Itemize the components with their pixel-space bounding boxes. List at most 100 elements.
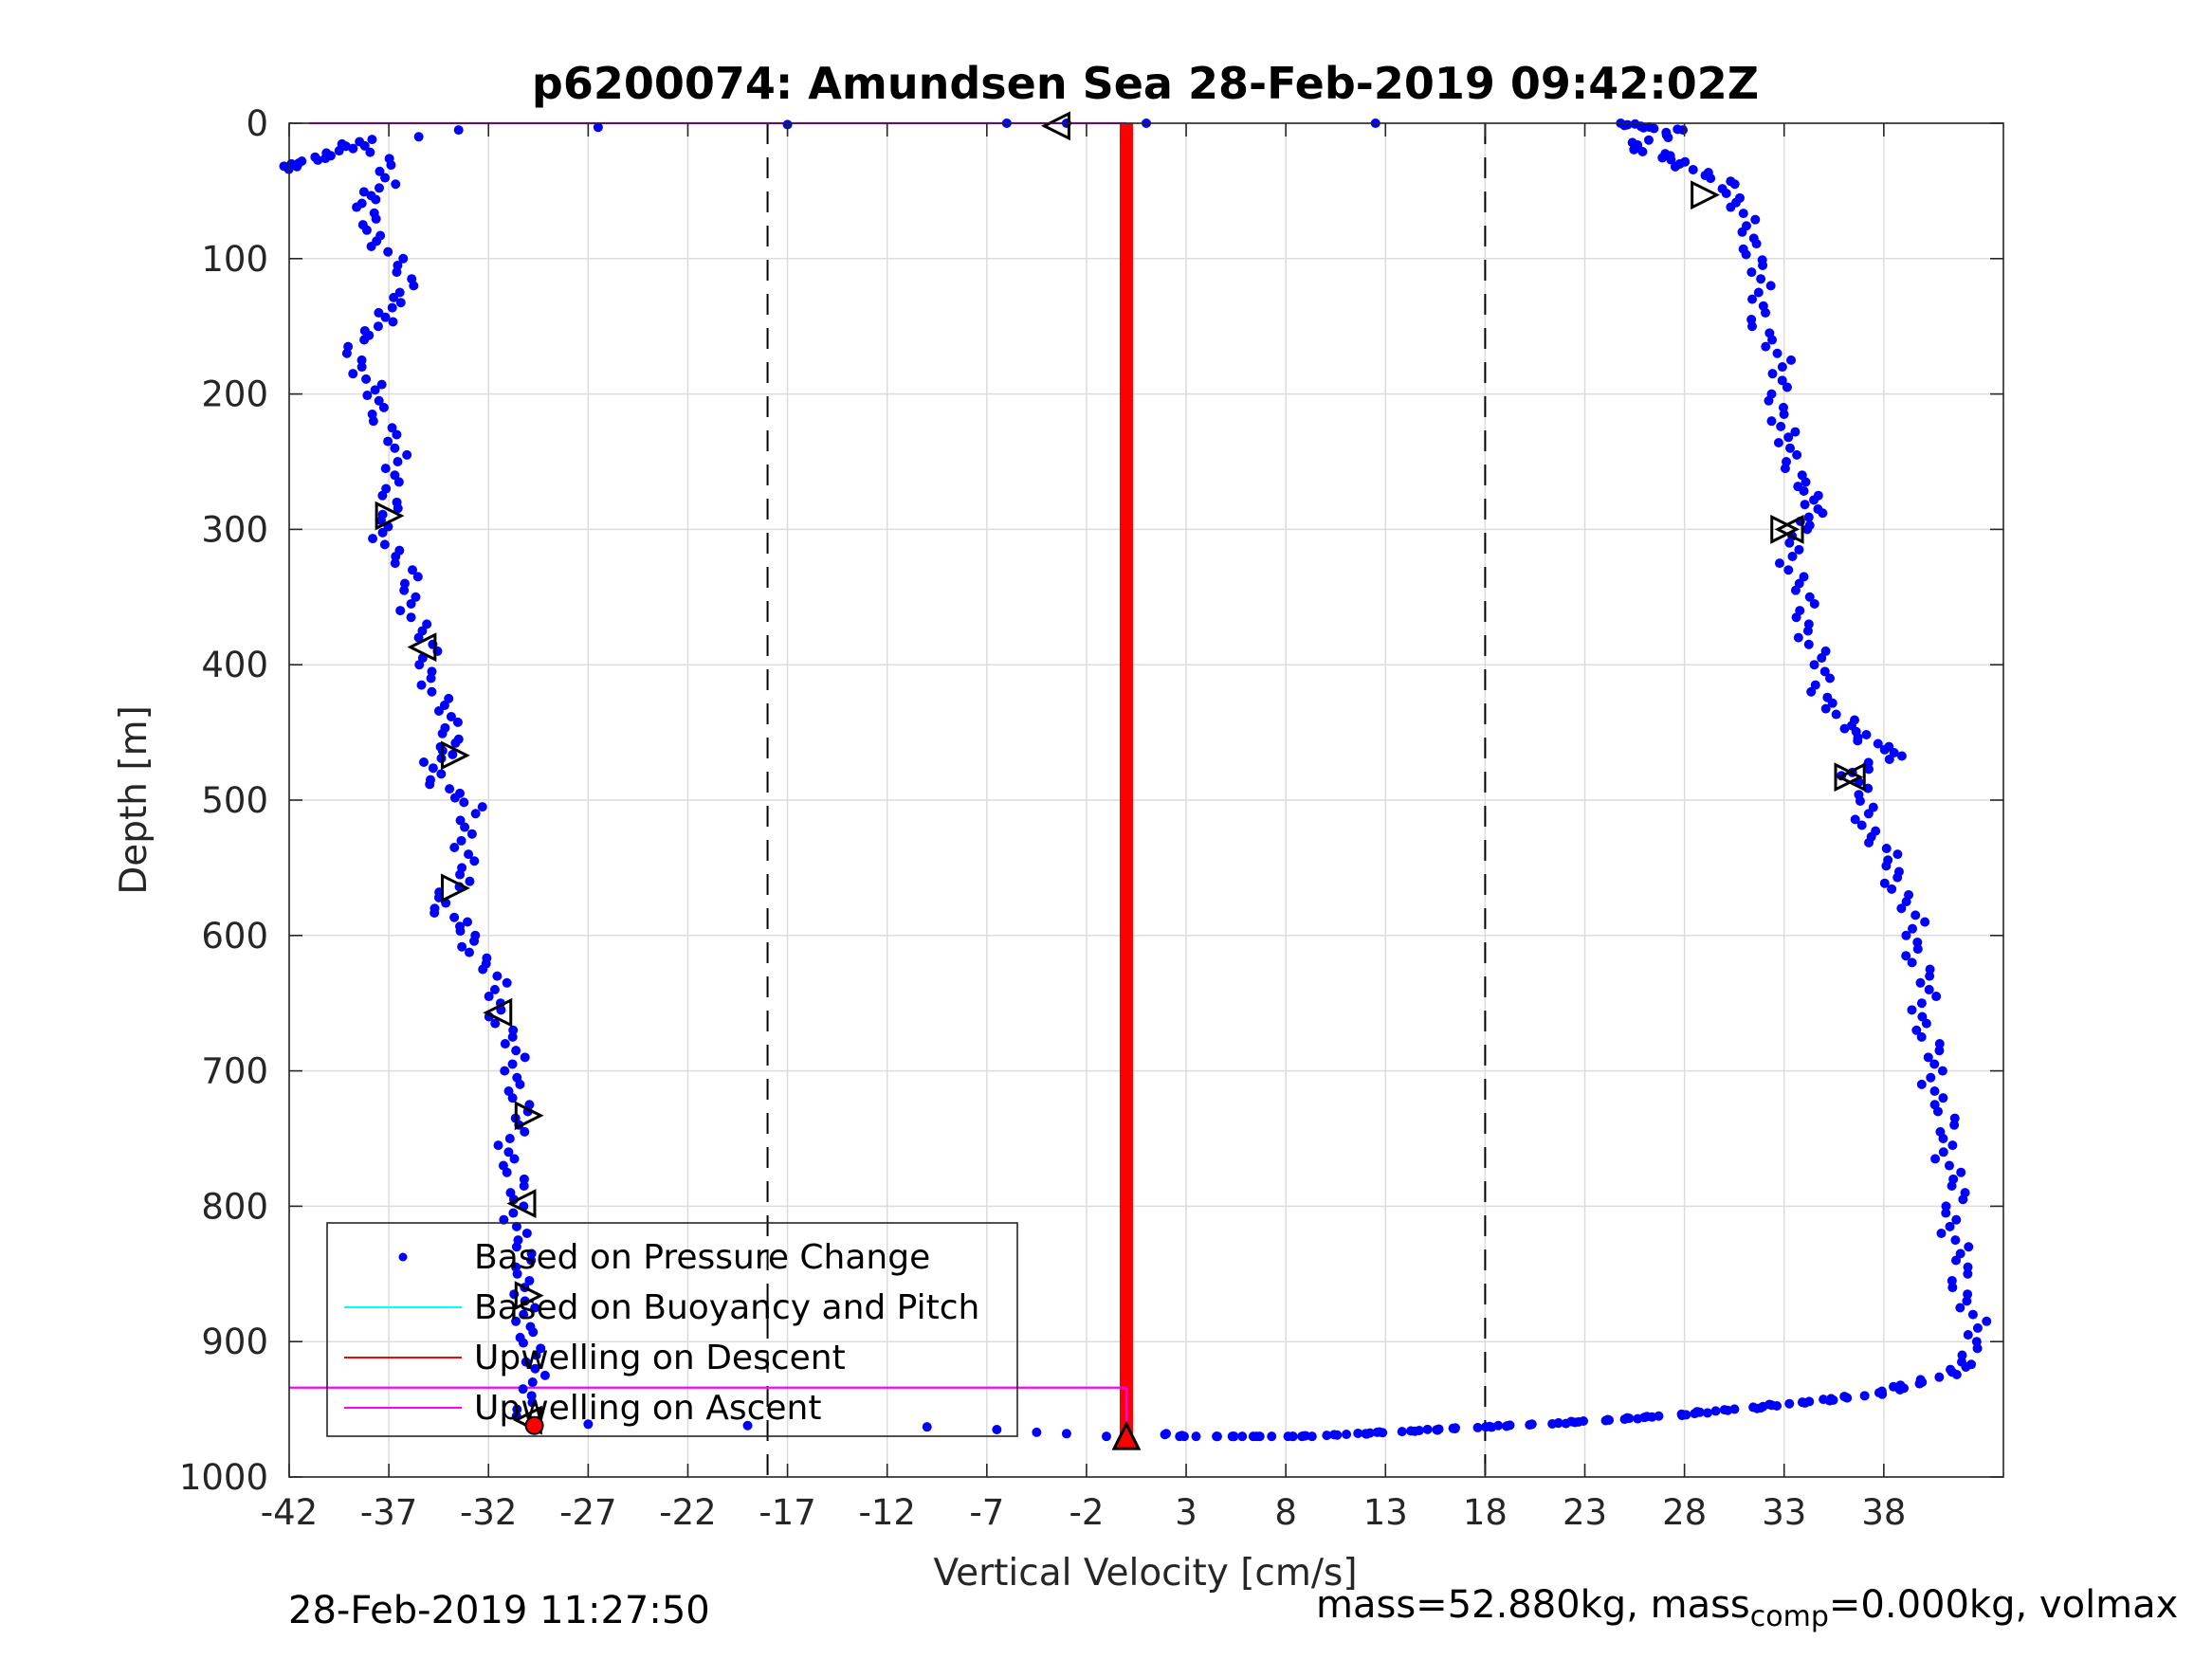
pressure-dot-ascent: [1747, 321, 1758, 332]
pressure-dot-surface: [593, 122, 603, 133]
pressure-dot-ascent: [1787, 551, 1798, 561]
pressure-dot-descent: [466, 829, 477, 839]
pressure-dot-ascent: [1802, 626, 1813, 636]
pressure-dot-ascent: [1825, 673, 1836, 684]
pressure-dot-descent: [368, 416, 378, 427]
x-tick-label: -12: [858, 1492, 915, 1533]
pressure-dot-ascent: [1850, 814, 1860, 825]
legend-dot-swatch: [398, 1252, 408, 1262]
pressure-dot-descent: [527, 1377, 538, 1388]
pressure-dot-ascent: [1248, 1431, 1258, 1442]
pressure-dot-ascent: [1397, 1427, 1407, 1437]
pressure-dot-ascent: [1487, 1422, 1497, 1432]
pressure-dot-descent: [450, 738, 461, 748]
pressure-dot-ascent: [1930, 1154, 1941, 1164]
pressure-dot-ascent: [1901, 897, 1911, 907]
pressure-dot-ascent: [1855, 795, 1865, 806]
right-triangle-marker: [514, 1281, 544, 1311]
pressure-dot-ascent: [1941, 1208, 1951, 1218]
pressure-dot-descent: [390, 558, 400, 569]
pressure-dot-ascent: [1963, 1262, 1973, 1272]
pressure-dot-ascent: [1450, 1424, 1460, 1434]
footer-mass-info: mass=52.880kg, masscomp=0.000kg, volmax: [1316, 1583, 2178, 1633]
pressure-dot-ascent: [1767, 335, 1778, 345]
pressure-dot-descent: [378, 402, 389, 412]
pressure-dot-ascent: [1791, 612, 1801, 623]
right-triangle-marker: [375, 501, 405, 531]
pressure-dot-ascent: [1853, 736, 1863, 746]
pressure-dot-descent: [507, 1059, 518, 1069]
pressure-dot-descent: [433, 705, 444, 716]
pressure-dot-descent: [391, 179, 401, 190]
pressure-dot-ascent: [1972, 1322, 1983, 1333]
pressure-dot-descent: [536, 1343, 546, 1354]
left-triangle-marker: [1041, 111, 1070, 141]
pressure-dot-descent: [507, 1031, 518, 1042]
pressure-dot-bottom: [583, 1419, 594, 1430]
pressure-dot-descent: [418, 757, 429, 768]
pressure-dot-ascent: [1877, 1389, 1888, 1399]
pressure-dot-descent: [477, 802, 487, 812]
pressure-dot-ascent: [1799, 572, 1809, 582]
pressure-dot-descent: [399, 585, 410, 595]
pressure-dot-ascent: [1773, 438, 1783, 448]
pressure-dot-ascent: [1932, 1106, 1943, 1117]
pressure-dot-descent: [519, 1309, 529, 1320]
pressure-dot-ascent: [1817, 653, 1827, 664]
y-tick-label: 700: [201, 1051, 268, 1092]
pressure-dot-ascent: [1916, 998, 1927, 1009]
pressure-dot-ascent: [1881, 861, 1892, 871]
pressure-dot-ascent: [1910, 910, 1921, 921]
pressure-dot-descent: [383, 436, 393, 447]
pressure-dot-descent: [411, 592, 421, 602]
pressure-dot-descent: [459, 797, 469, 808]
pressure-dot-descent: [361, 374, 372, 384]
pressure-dot-descent: [502, 1167, 512, 1177]
footer-timestamp: 28-Feb-2019 11:27:50: [288, 1589, 710, 1632]
pressure-dot-ascent: [1824, 1395, 1835, 1406]
pressure-dot-ascent: [1752, 1403, 1763, 1413]
x-tick-label: -37: [360, 1492, 417, 1533]
pressure-dot-ascent: [1267, 1431, 1277, 1442]
pressure-dot-ascent: [1706, 173, 1716, 184]
pressure-dot-ascent: [1638, 122, 1649, 133]
pressure-dot-surface: [453, 125, 464, 136]
pressure-dot-ascent: [1926, 1072, 1936, 1083]
pressure-dot-ascent: [1907, 1005, 1917, 1015]
pressure-dot-ascent: [1619, 1414, 1630, 1425]
pressure-dot-ascent: [1254, 1431, 1265, 1442]
pressure-dot-ascent: [1410, 1426, 1420, 1436]
pressure-dot-descent: [392, 429, 402, 440]
pressure-dot-descent: [464, 849, 474, 860]
pressure-dot-ascent: [1710, 1406, 1721, 1416]
pressure-dot-ascent: [1288, 1431, 1298, 1442]
pressure-dot-descent: [375, 166, 385, 176]
pressure-dot-ascent: [1820, 703, 1831, 714]
pressure-dot-descent: [521, 1228, 532, 1238]
pressure-dot-ascent: [1859, 1391, 1870, 1401]
pressure-dot-ascent: [1784, 1398, 1795, 1409]
pressure-dot-ascent: [1761, 307, 1771, 318]
pressure-dot-descent: [469, 936, 480, 946]
pressure-dot-ascent: [1831, 709, 1841, 720]
pressure-dot-descent: [448, 749, 458, 759]
pressure-dot-descent: [527, 1397, 538, 1408]
pressure-dot-descent: [526, 1255, 537, 1266]
pressure-dot-ascent: [1212, 1431, 1222, 1442]
pressure-dot-ascent: [1666, 155, 1676, 165]
pressure-dot-ascent: [1934, 1372, 1945, 1382]
pressure-dot-ascent: [1177, 1431, 1187, 1441]
pressure-dot-ascent: [1901, 930, 1911, 940]
pressure-dot-ascent: [1947, 1275, 1957, 1285]
pressure-dot-ascent: [1896, 903, 1907, 914]
pressure-dot-descent: [521, 1357, 531, 1367]
pressure-dot-descent: [359, 335, 370, 345]
pressure-dot-ascent: [1963, 1330, 1973, 1340]
pressure-dot-ascent: [1806, 686, 1817, 697]
pressure-dot-ascent: [1861, 729, 1872, 739]
pressure-dot-ascent: [1738, 209, 1748, 219]
pressure-dot-ascent: [1938, 1134, 1948, 1143]
pressure-dot-descent: [437, 728, 448, 738]
pressure-dot-ascent: [1353, 1428, 1363, 1438]
pressure-dot-descent: [321, 148, 332, 158]
